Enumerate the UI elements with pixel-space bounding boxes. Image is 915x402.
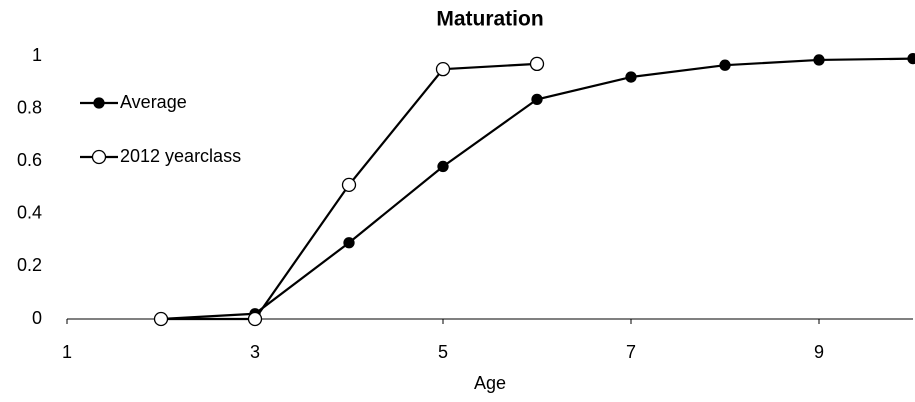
data-point [153,311,169,327]
x-tick-label: 1 [62,342,72,362]
legend-marker [93,97,105,109]
y-tick-label: 0.8 [17,97,42,117]
x-tick-label: 9 [814,342,824,362]
y-tick-label: 1 [32,45,42,65]
chart-title: Maturation [436,8,543,31]
data-point [531,93,543,106]
data-point [719,59,731,71]
data-point [435,62,451,77]
y-tick-label: 0.6 [17,150,42,170]
data-point [341,177,357,193]
y-tick-label: 0.4 [17,203,42,223]
data-point [343,237,355,249]
x-tick-label: 5 [438,342,448,362]
legend-label: 2012 yearclass [120,146,241,166]
legend-marker [91,149,107,165]
x-tick-label: 7 [626,342,636,362]
y-tick-label: 0.2 [17,255,42,275]
x-axis-label: Age [474,373,506,393]
x-tick-label: 3 [250,342,260,362]
y-tick-label: 0 [32,308,42,328]
data-point [247,311,263,327]
legend-label: Average [120,92,187,112]
data-point [529,56,545,72]
data-point [437,160,449,173]
data-point [625,71,637,83]
data-point [907,52,915,65]
data-point [813,54,825,66]
